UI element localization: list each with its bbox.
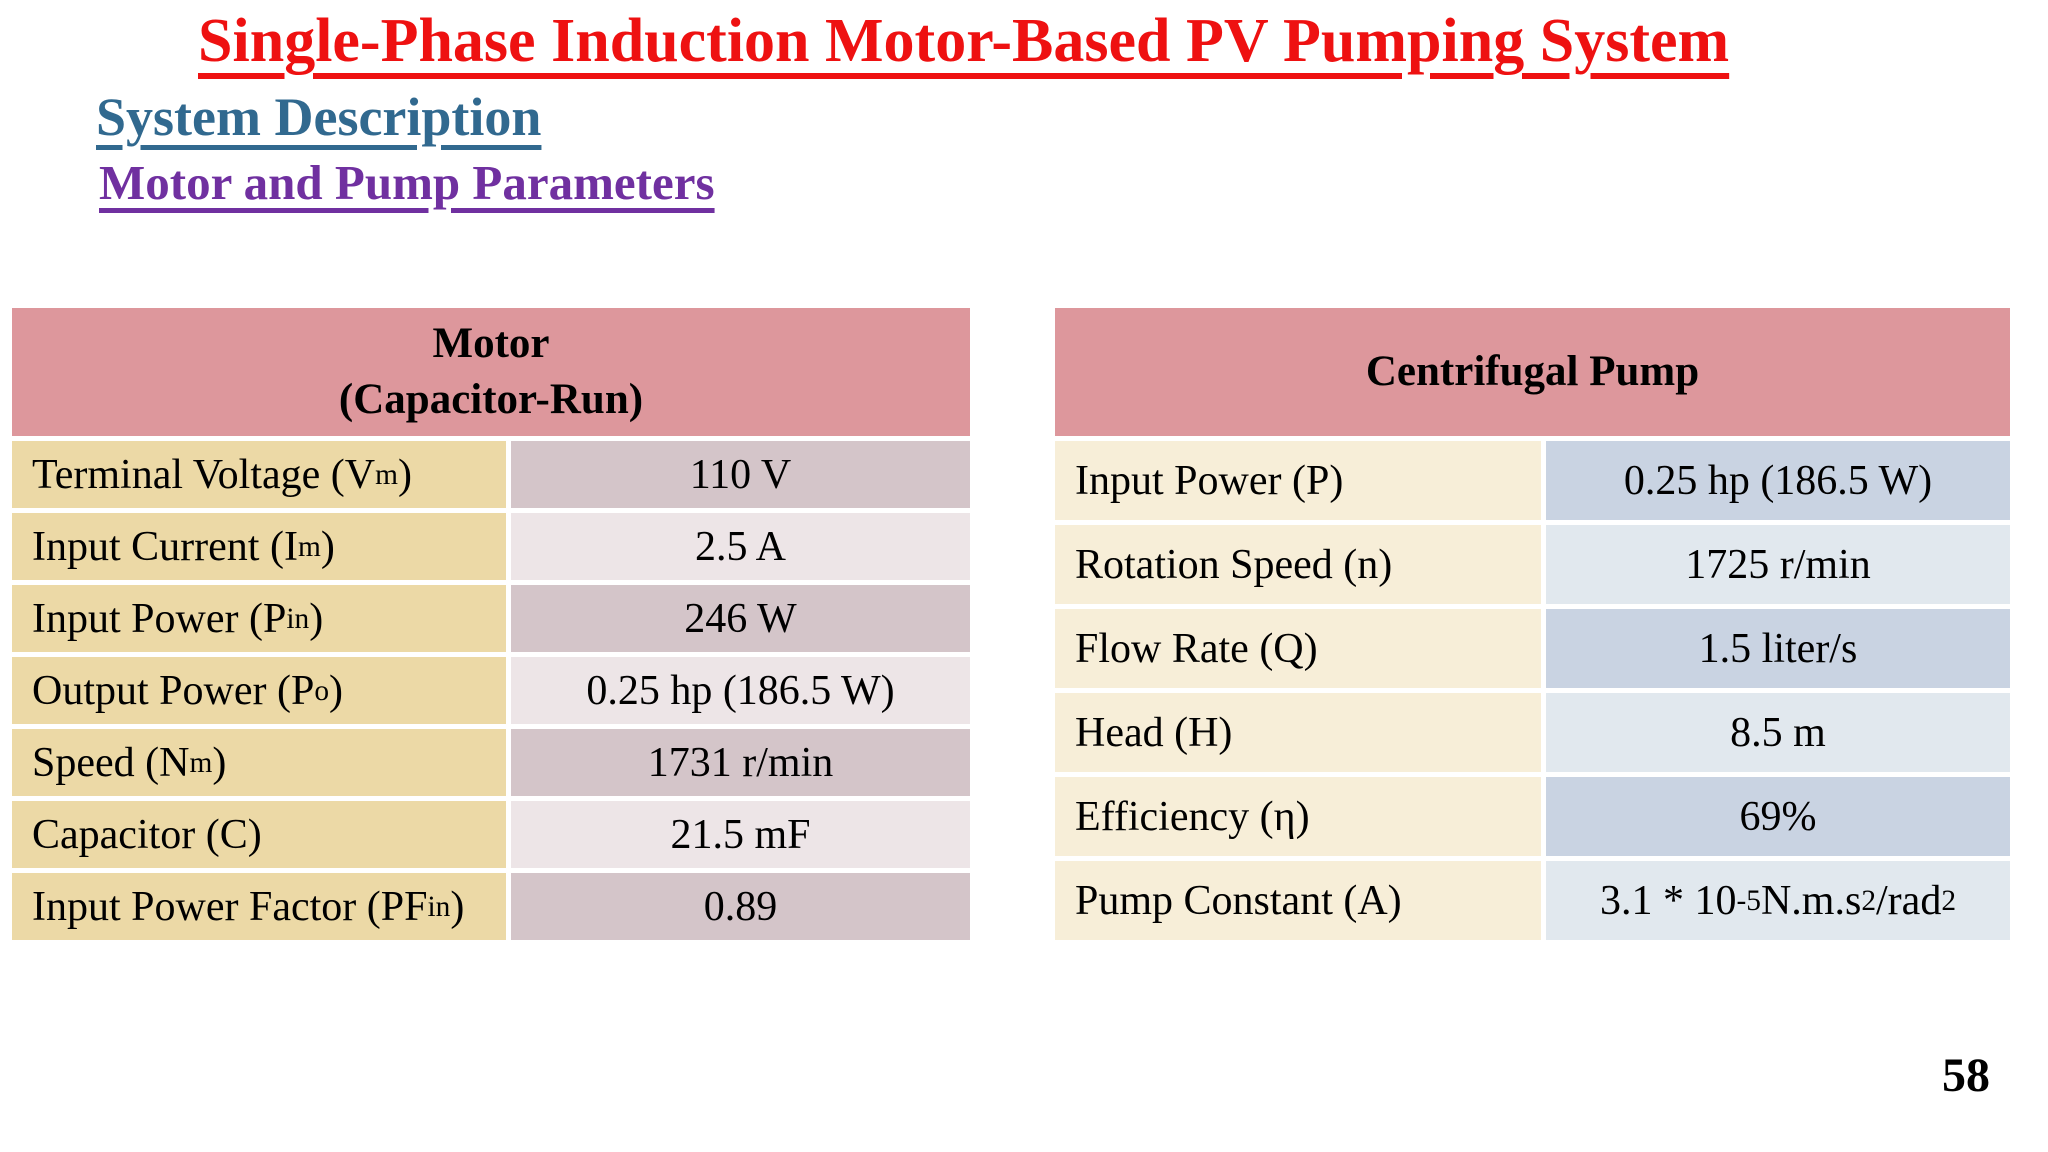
motor-row-value: 0.25 hp (186.5 W): [511, 657, 970, 724]
cell-text: ): [320, 523, 335, 570]
cell-text: 2.5 A: [694, 523, 786, 570]
cell-text: ): [212, 739, 227, 786]
pump-row-label: Head (H): [1055, 693, 1541, 772]
motor-row-label: Input Power (P in): [12, 585, 506, 652]
motor-row-label: Input Power Factor (PF in): [12, 873, 506, 940]
pump-row-label: Efficiency (η): [1055, 777, 1541, 856]
cell-text: 0.25 hp (186.5 W): [1623, 457, 1933, 504]
cell-text: ): [450, 883, 465, 930]
pump-row-value: 1.5 liter/s: [1546, 609, 2010, 688]
cell-text: Input Power (P: [32, 595, 287, 642]
pump-row-value: 0.25 hp (186.5 W): [1546, 441, 2010, 520]
pump-row-value: 3.1 * 10 -5 N.m.s 2/rad 2: [1546, 861, 2010, 940]
cell-text: 1725 r/min: [1685, 541, 1871, 588]
motor-row-value: 2.5 A: [511, 513, 970, 580]
cell-text: 8.5 m: [1730, 709, 1826, 756]
cell-text: ): [397, 451, 412, 498]
cell-text: Capacitor (C): [32, 811, 262, 858]
cell-text: 0.89: [703, 883, 778, 930]
subtitle: System Description: [96, 87, 542, 147]
table-header-line: Centrifugal Pump: [1365, 348, 1700, 396]
pump-row-label: Flow Rate (Q): [1055, 609, 1541, 688]
cell-text: Input Current (I: [32, 523, 298, 570]
cell-text: Efficiency (η): [1075, 793, 1310, 840]
cell-text: 21.5 mF: [670, 811, 811, 858]
motor-table-header: Motor (Capacitor-Run): [12, 308, 970, 436]
pump-row-label: Pump Constant (A): [1055, 861, 1541, 940]
pump-table-header: Centrifugal Pump: [1055, 308, 2010, 436]
cell-text: Input Power (P): [1075, 457, 1344, 504]
motor-row-value: 1731 r/min: [511, 729, 970, 796]
cell-text: Head (H): [1075, 709, 1233, 756]
cell-text: 110 V: [689, 451, 792, 498]
motor-row-value: 21.5 mF: [511, 801, 970, 868]
page-number: 58: [1942, 1049, 1990, 1102]
cell-text: Input Power Factor (PF: [32, 883, 428, 930]
cell-text: Terminal Voltage (V: [32, 451, 376, 498]
cell-text: ): [329, 667, 344, 714]
cell-text: 1731 r/min: [647, 739, 834, 786]
motor-row-label: Speed (N m): [12, 729, 506, 796]
motor-row-label: Capacitor (C): [12, 801, 506, 868]
cell-text: 1.5 liter/s: [1698, 625, 1858, 672]
pump-row-label: Input Power (P): [1055, 441, 1541, 520]
cell-text: Pump Constant (A): [1075, 877, 1402, 924]
pump-row-value: 8.5 m: [1546, 693, 2010, 772]
pump-row-value: 1725 r/min: [1546, 525, 2010, 604]
motor-row-label: Input Current (I m): [12, 513, 506, 580]
motor-row-value: 110 V: [511, 441, 970, 508]
cell-text: 246 W: [684, 595, 797, 642]
cell-text: 0.25 hp (186.5 W): [586, 667, 895, 714]
motor-parameters-table: Motor (Capacitor-Run) Terminal Voltage (V m…: [12, 308, 970, 940]
table-header-line: (Capacitor-Run): [338, 376, 644, 423]
motor-row-value: 246 W: [511, 585, 970, 652]
motor-row-label: Output Power (P o): [12, 657, 506, 724]
cell-text: Speed (N: [32, 739, 190, 786]
cell-text: Output Power (P: [32, 667, 315, 714]
cell-text: 69%: [1739, 793, 1817, 840]
section-heading: Motor and Pump Parameters: [99, 155, 715, 210]
slide-title: Single-Phase Induction Motor-Based PV Pu…: [198, 7, 1730, 75]
pump-row-value: 69%: [1546, 777, 2010, 856]
pump-parameters-table: Centrifugal Pump Input Power (P) 0.25 hp (…: [1055, 308, 2010, 940]
cell-text: Flow Rate (Q): [1075, 625, 1318, 672]
motor-row-value: 0.89: [511, 873, 970, 940]
pump-row-label: Rotation Speed (n): [1055, 525, 1541, 604]
cell-text: N.m.s: [1760, 877, 1862, 924]
table-header-line: Motor: [432, 320, 550, 368]
cell-text: ): [309, 595, 324, 642]
cell-text: Rotation Speed (n): [1075, 541, 1393, 588]
motor-row-label: Terminal Voltage (V m): [12, 441, 506, 508]
cell-text: /rad: [1876, 877, 1942, 924]
cell-text: 3.1 * 10: [1599, 877, 1737, 924]
